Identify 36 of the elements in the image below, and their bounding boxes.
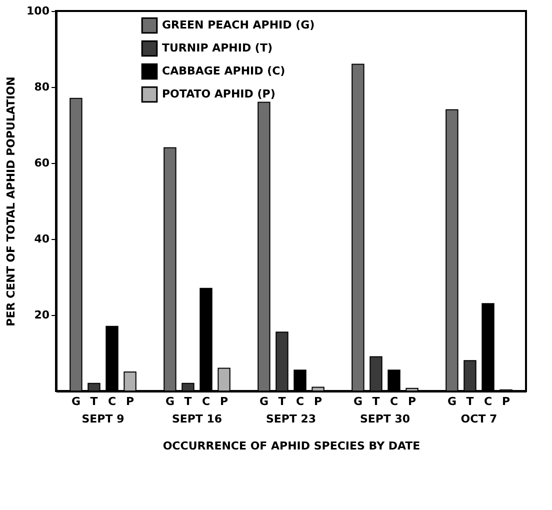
text: P [408, 395, 416, 408]
text: T [90, 395, 98, 408]
text: T [466, 395, 474, 408]
text: P [220, 395, 228, 408]
text: G [259, 395, 268, 408]
y-axis-title: PER CENT OF TOTAL APHID POPULATION [4, 76, 18, 326]
y-tick-label: 80 [34, 80, 50, 94]
legend-label: CABBAGE APHID (C) [162, 64, 286, 78]
text: T [278, 395, 286, 408]
y-tick-label: 60 [34, 156, 50, 170]
text: T [184, 395, 192, 408]
text: G [447, 395, 456, 408]
text: G [165, 395, 174, 408]
x-tick-label: OCT 7 [460, 412, 498, 426]
text: C [296, 395, 304, 408]
legend-label: GREEN PEACH APHID (G) [162, 18, 315, 32]
y-tick-label: 40 [34, 232, 50, 246]
x-tick-label: SEPT 9 [82, 412, 124, 426]
x-tick-label: SEPT 23 [266, 412, 316, 426]
text: C [484, 395, 492, 408]
text: T [372, 395, 380, 408]
x-tick-label: SEPT 16 [172, 412, 222, 426]
text: G [71, 395, 80, 408]
legend-label: POTATO APHID (P) [162, 88, 276, 100]
x-tick-label: SEPT 30 [360, 412, 410, 426]
text: C [202, 395, 210, 408]
x-axis-title: OCCURRENCE OF APHID SPECIES BY DATE [162, 440, 420, 452]
text: P [314, 395, 322, 408]
text: P [126, 395, 134, 408]
legend-label: TURNIP APHID (T) [162, 42, 272, 54]
y-tick-label: 100 [26, 4, 50, 18]
text: C [390, 395, 398, 408]
text: G [353, 395, 362, 408]
text: P [502, 395, 510, 408]
text: C [108, 395, 116, 408]
y-tick-label: 20 [34, 308, 50, 322]
